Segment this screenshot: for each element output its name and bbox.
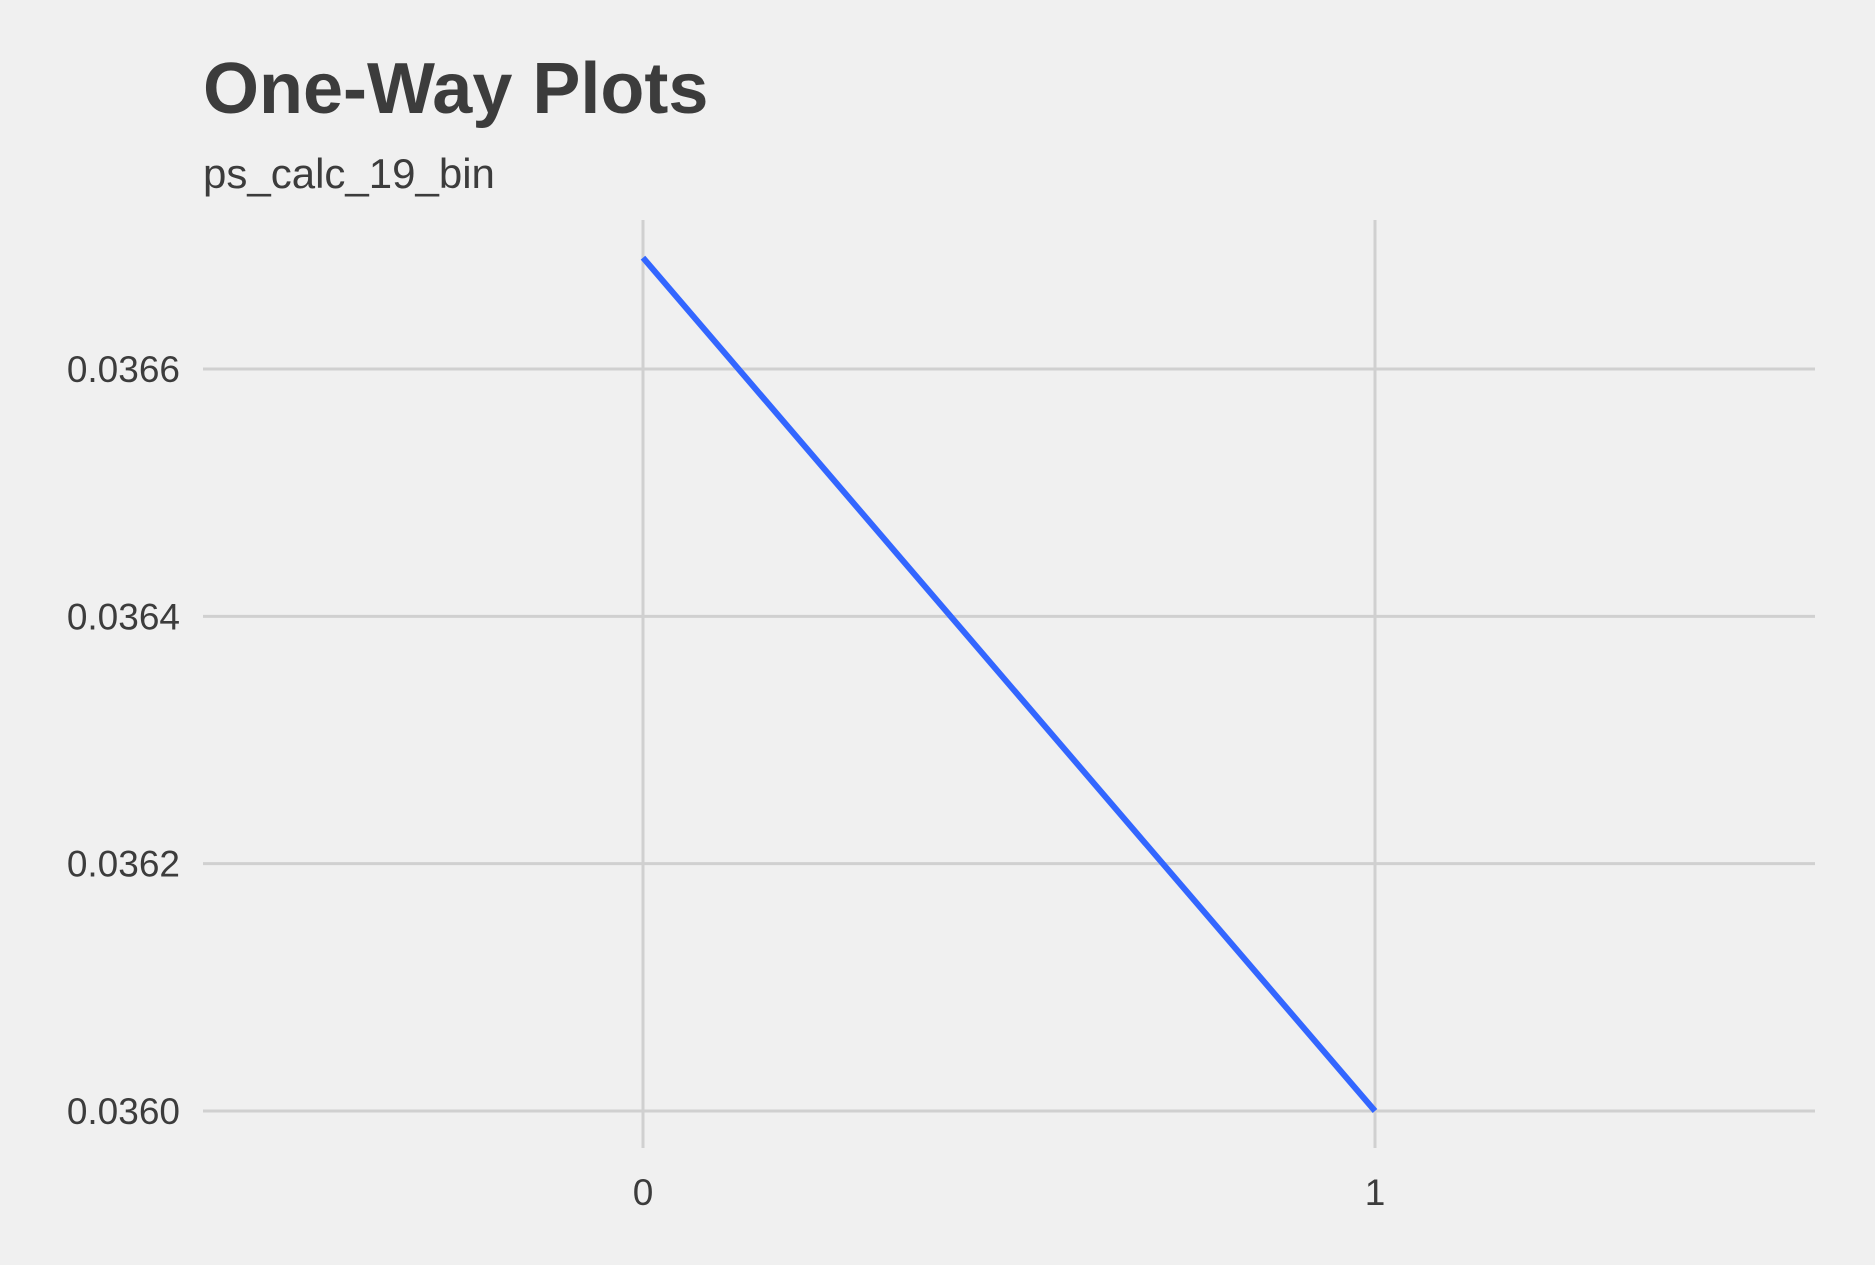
y-tick-label: 0.0364	[67, 596, 180, 637]
y-tick-label: 0.0366	[67, 349, 180, 390]
series-lines	[640, 255, 1378, 1113]
y-tick-label: 0.0360	[67, 1091, 180, 1132]
chart-subtitle: ps_calc_19_bin	[203, 150, 495, 197]
series-line	[640, 255, 1378, 1113]
y-tick-labels: 0.0360 0.0362 0.0364 0.0366	[67, 349, 180, 1132]
chart-title: One-Way Plots	[203, 49, 709, 129]
x-tick-label: 0	[633, 1172, 654, 1213]
x-tick-label: 1	[1365, 1172, 1386, 1213]
x-gridlines	[641, 220, 1377, 1148]
y-gridlines	[203, 367, 1815, 1113]
y-tick-label: 0.0362	[67, 844, 180, 885]
